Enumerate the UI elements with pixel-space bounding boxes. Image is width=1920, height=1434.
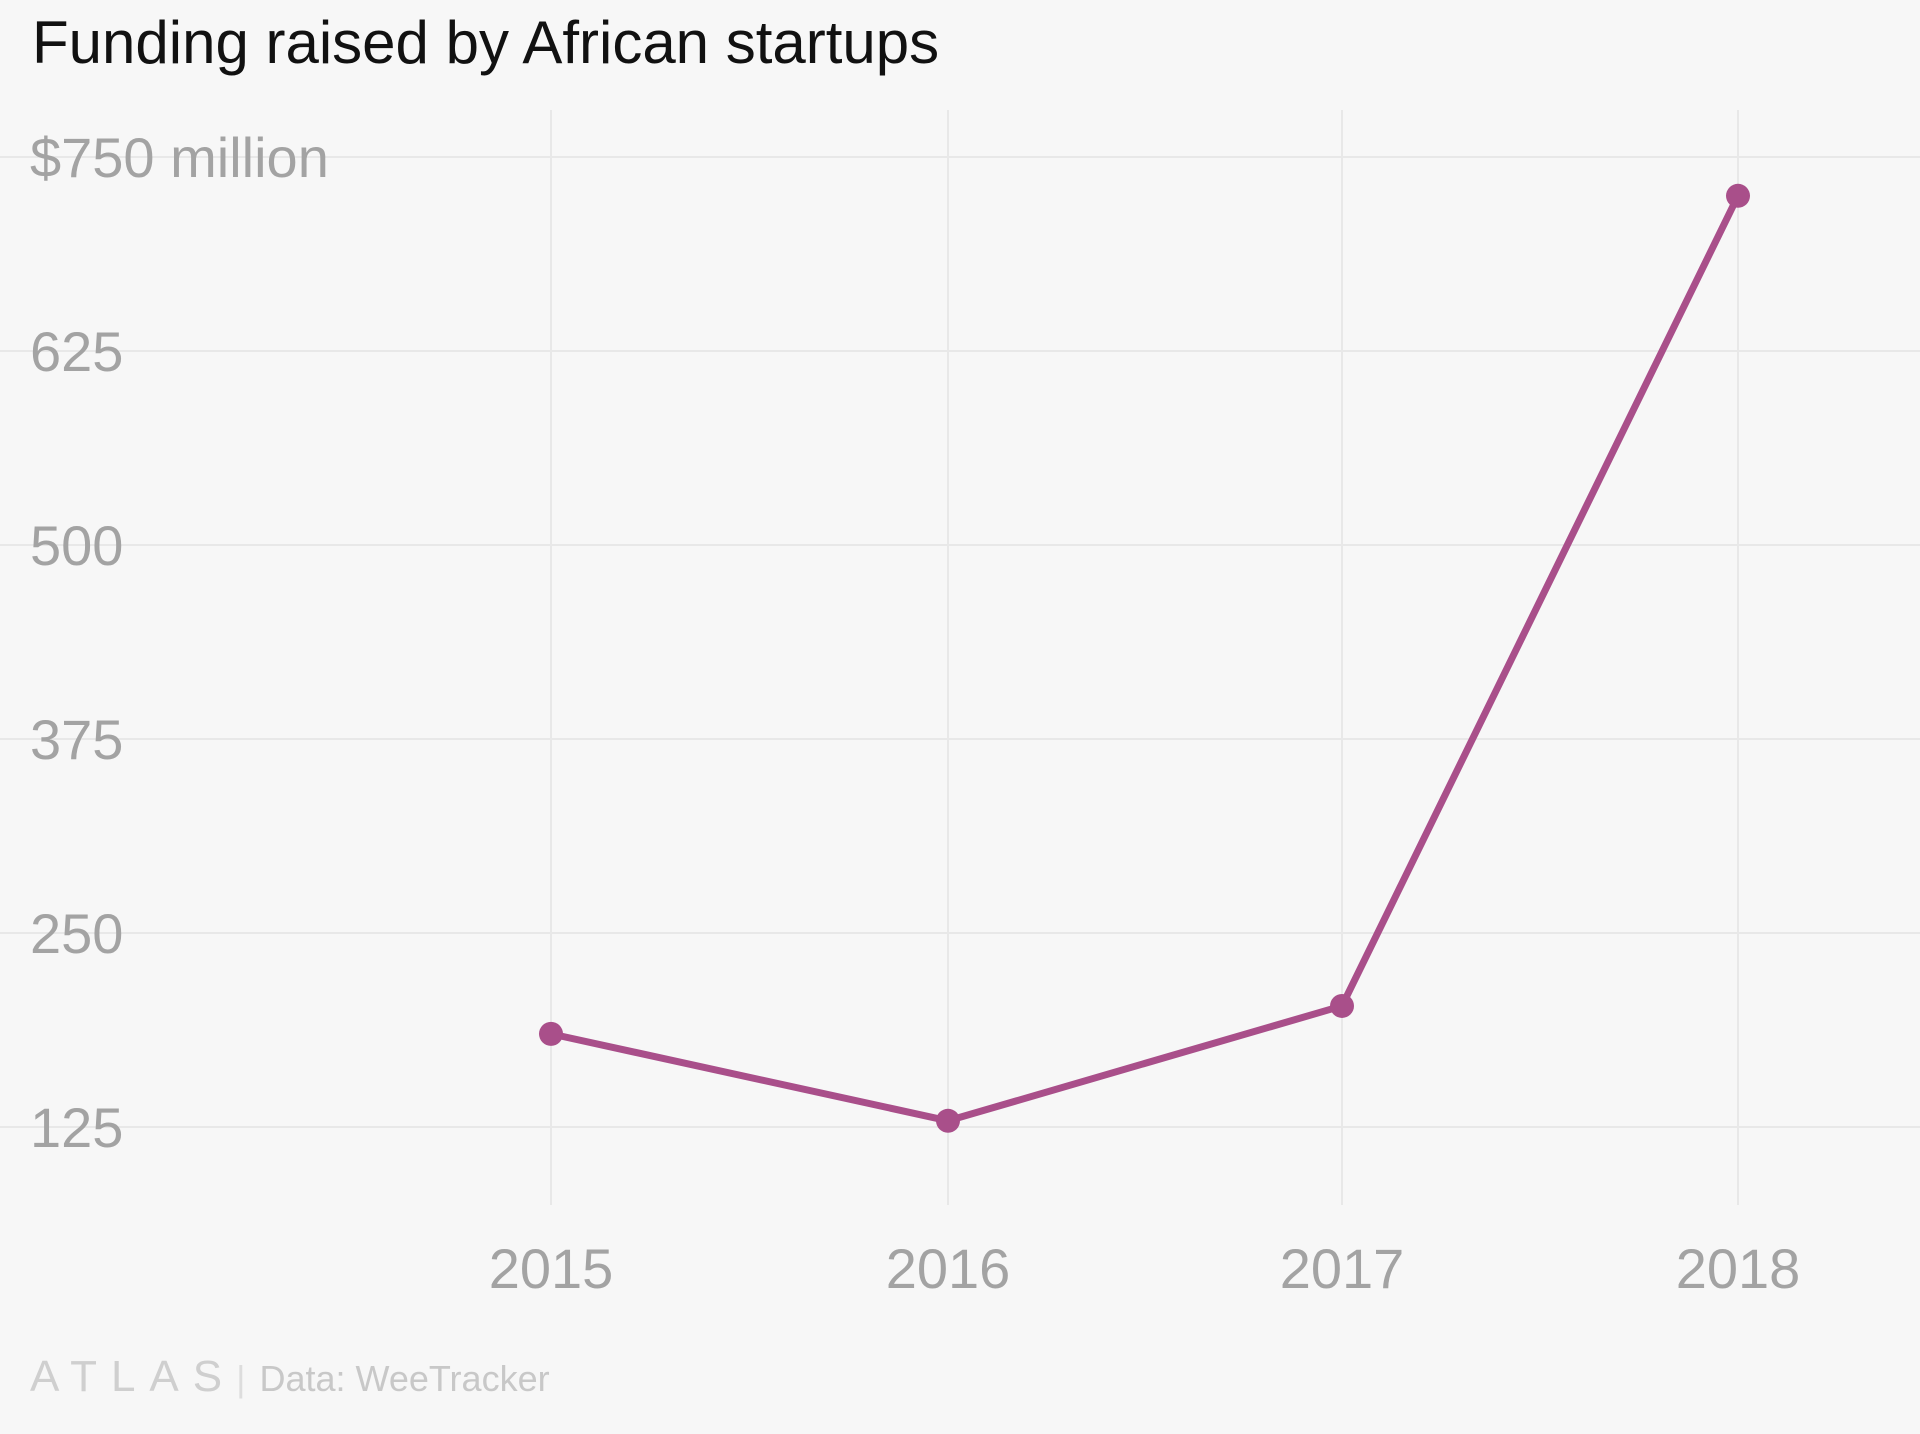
y-tick-label: 250 (30, 902, 123, 965)
atlas-logo: ATLAS (30, 1352, 237, 1401)
source-note: Data: WeeTracker (259, 1358, 550, 1399)
x-tick-label: 2015 (489, 1237, 614, 1300)
chart-title: Funding raised by African startups (32, 9, 940, 76)
x-tick-label: 2018 (1676, 1237, 1801, 1300)
footer: ATLAS| Data: WeeTracker (30, 1352, 550, 1402)
data-point-2017 (1330, 993, 1354, 1018)
y-tick-label: 625 (30, 320, 123, 383)
footer-separator: | (236, 1358, 246, 1399)
x-tick-label: 2017 (1280, 1237, 1405, 1300)
y-tick-label: 125 (30, 1096, 123, 1159)
y-tick-label: 500 (30, 514, 123, 577)
series-line (550, 194, 1742, 1125)
data-point-2018 (1726, 183, 1750, 208)
y-tick-label: $750 million (30, 126, 329, 189)
y-tick-label: 375 (30, 708, 123, 771)
data-point-2015 (539, 1021, 563, 1046)
x-tick-label: 2016 (886, 1237, 1011, 1300)
data-point-2016 (936, 1108, 960, 1133)
